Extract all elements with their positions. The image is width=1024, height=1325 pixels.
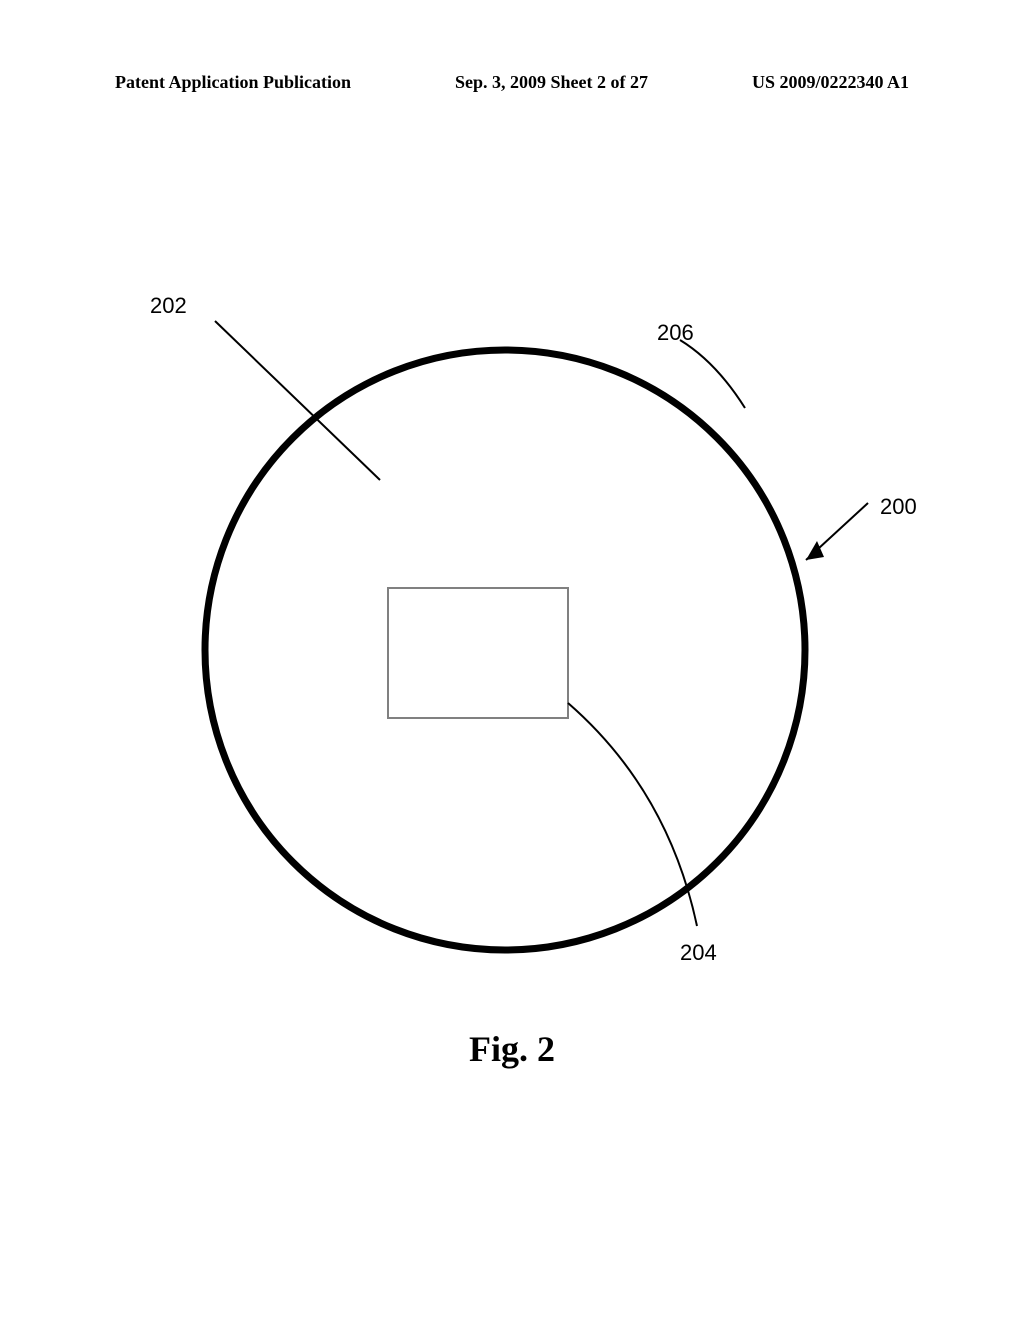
ref-label-202: 202 — [150, 293, 187, 319]
ref-label-200: 200 — [880, 494, 917, 520]
figure-area: 202 206 200 204 Fig. 2 — [0, 0, 1024, 1320]
ref-label-204: 204 — [680, 940, 717, 966]
figure-caption: Fig. 2 — [469, 1028, 555, 1070]
ref-label-206: 206 — [657, 320, 694, 346]
figure-svg — [0, 0, 1024, 1320]
